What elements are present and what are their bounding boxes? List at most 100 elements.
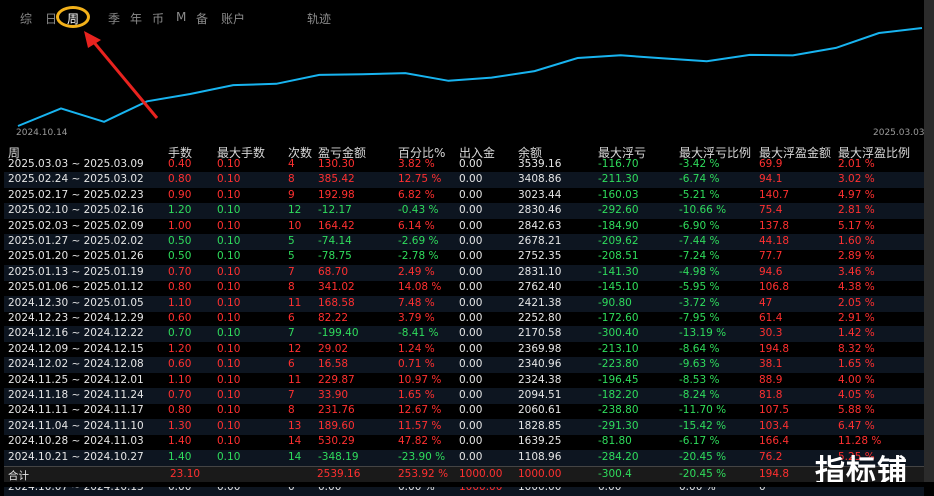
table-cell-0: 2024.11.04 ~ 2024.11.10 [8,419,144,432]
tab-9[interactable]: 轨迹 [307,12,332,26]
table-row[interactable]: 2024.12.30 ~ 2025.01.05 1.10 0.10 11 168.58 7… [4,295,924,312]
table-cell-1: 1.40 [168,450,192,463]
tab-1[interactable]: 日 [45,12,58,26]
column-header-4[interactable]: 盈亏金额 [318,146,367,160]
table-cell-9: -9.63 % [679,358,720,371]
table-cell-5: 12.75 % [398,173,442,186]
table-row[interactable]: 2024.12.09 ~ 2024.12.15 1.20 0.10 12 29.02 1.… [4,342,924,358]
column-header-3[interactable]: 次数 [288,146,313,160]
table-cell-3: 14 [288,450,302,463]
table-cell-9: -20.45 % [679,450,727,463]
table-cell-5: 3.79 % [398,312,435,324]
table-row[interactable]: 2025.01.13 ~ 2025.01.19 0.70 0.10 7 68.70 2.4… [4,264,924,281]
table-cell-11: 8.32 % [838,342,875,355]
table-cell-7: 2762.40 [518,281,562,294]
table-cell-4: 130.30 [318,158,355,170]
table-cell-0: 2024.12.02 ~ 2024.12.08 [8,358,144,371]
table-cell-4: 68.70 [318,265,349,278]
table-cell-1: 1.20 [168,204,192,217]
right-scrollbar[interactable] [924,0,934,487]
table-cell-10: 94.6 [759,265,783,278]
table-cell-3: 11 [288,296,302,309]
column-header-8[interactable]: 最大浮亏 [598,146,647,160]
table-row[interactable]: 2025.02.10 ~ 2025.02.16 1.20 0.10 12 -12.17 -… [4,203,924,220]
table-row[interactable]: 2025.01.27 ~ 2025.02.02 0.50 0.10 5 -74.14 -2… [4,234,924,250]
table-cell-4: 16.58 [318,358,349,371]
table-row[interactable]: 2025.03.03 ~ 2025.03.09 0.40 0.10 4 130.30 3.… [4,157,924,173]
table-row[interactable]: 2024.11.25 ~ 2024.12.01 1.10 0.10 11 229.87 1… [4,373,924,389]
table-cell-1: 0.60 [168,312,192,324]
table-cell-10: 103.4 [759,419,790,432]
table-row[interactable]: 2025.01.06 ~ 2025.01.12 0.80 0.10 8 341.02 14… [4,280,924,296]
column-header-7[interactable]: 余额 [518,146,543,160]
table-cell-3: 14 [288,435,302,448]
tab-6[interactable]: M [176,10,187,24]
table-cell-7: 2842.63 [518,219,562,232]
column-header-6[interactable]: 出入金 [459,146,496,160]
table-cell-8: -213.10 [598,342,639,355]
table-cell-8: -209.62 [598,235,639,247]
tab-8[interactable]: 账户 [221,12,246,26]
table-cell-0: 2024.11.18 ~ 2024.11.24 [8,389,144,401]
table-cell-10: 106.8 [759,281,790,294]
column-header-5[interactable]: 百分比% [398,146,446,160]
table-cell-0: 2025.02.03 ~ 2025.02.09 [8,219,144,232]
table-row[interactable]: 2024.12.02 ~ 2024.12.08 0.60 0.10 6 16.58 0.7… [4,357,924,374]
table-row[interactable]: 2024.11.18 ~ 2024.11.24 0.70 0.10 7 33.90 1.6… [4,388,924,404]
tab-3[interactable]: 季 [108,12,121,26]
table-row[interactable]: 2024.11.11 ~ 2024.11.17 0.80 0.10 8 231.76 12… [4,403,924,419]
table-cell-3: 5 [288,235,295,247]
total-max-float-loss-pct: -20.45 % [679,468,727,480]
column-header-9[interactable]: 最大浮亏比例 [679,146,752,160]
table-row[interactable]: 2024.12.16 ~ 2024.12.22 0.70 0.10 7 -199.40 -… [4,326,924,343]
table-cell-6: 0.00 [459,342,483,355]
table-row[interactable]: 2025.02.24 ~ 2025.03.02 0.80 0.10 8 385.42 12… [4,172,924,189]
table-cell-0: 2024.12.09 ~ 2024.12.15 [8,342,144,355]
table-cell-9: -4.98 % [679,265,720,278]
tab-0[interactable]: 综 [20,12,33,26]
table-row[interactable]: 2024.10.21 ~ 2024.10.27 1.40 0.10 14 -348.19… [4,449,924,466]
table-row[interactable]: 2024.10.28 ~ 2024.11.03 1.40 0.10 14 530.29 4… [4,434,924,450]
table-cell-0: 2025.01.13 ~ 2025.01.19 [8,265,144,278]
table-cell-11: 1.60 % [838,235,875,247]
table-row[interactable]: 2025.02.17 ~ 2025.02.23 0.90 0.10 9 192.98 6.… [4,188,924,204]
table-cell-1: 1.10 [168,373,192,386]
table-cell-5: -0.43 % [398,204,439,217]
table-cell-10: 69.9 [759,158,783,170]
table-cell-5: -2.69 % [398,235,439,247]
column-header-11[interactable]: 最大浮盈比例 [838,146,911,160]
table-cell-8: -145.10 [598,281,639,294]
table-cell-11: 5.17 % [838,219,875,232]
table-row[interactable]: 2024.11.04 ~ 2024.11.10 1.30 0.10 13 189.60 1… [4,418,924,435]
table-cell-2: 0.10 [217,219,241,232]
table-cell-0: 2024.12.23 ~ 2024.12.29 [8,312,144,324]
table-cell-8: -211.30 [598,173,639,186]
column-header-1[interactable]: 手数 [168,146,193,160]
table-cell-8: -291.30 [598,419,639,432]
total-deposit: 1000.00 [459,468,503,480]
table-cell-7: 2752.35 [518,250,562,263]
table-cell-8: -284.20 [598,450,639,463]
table-cell-5: 7.48 % [398,296,435,309]
tab-7[interactable]: 备 [196,12,209,26]
tab-5[interactable]: 币 [152,12,165,26]
table-cell-1: 0.50 [168,235,192,247]
column-header-10[interactable]: 最大浮盈金额 [759,146,832,160]
table-cell-10: 107.5 [759,404,790,417]
table-cell-8: -208.51 [598,250,639,263]
table-row[interactable]: 2024.12.23 ~ 2024.12.29 0.60 0.10 6 82.22 3.7… [4,311,924,327]
table-cell-11: 2.01 % [838,158,875,170]
table-cell-3: 10 [288,219,302,232]
tab-4[interactable]: 年 [130,12,143,26]
column-header-0[interactable]: 周 [8,146,21,160]
table-row[interactable]: 2025.01.20 ~ 2025.01.26 0.50 0.10 5 -78.75 -2… [4,249,924,265]
table-cell-11: 11.28 % [838,435,882,448]
table-cell-2: 0.10 [217,158,241,170]
table-cell-2: 0.10 [217,296,241,309]
table-cell-2: 0.10 [217,404,241,417]
column-header-2[interactable]: 最大手数 [217,146,266,160]
table-row[interactable]: 2025.02.03 ~ 2025.02.09 1.00 0.10 10 164.42 6… [4,219,924,235]
table-cell-7: 2324.38 [518,373,562,386]
table-cell-9: -6.74 % [679,173,720,186]
table-cell-7: 2678.21 [518,235,562,247]
